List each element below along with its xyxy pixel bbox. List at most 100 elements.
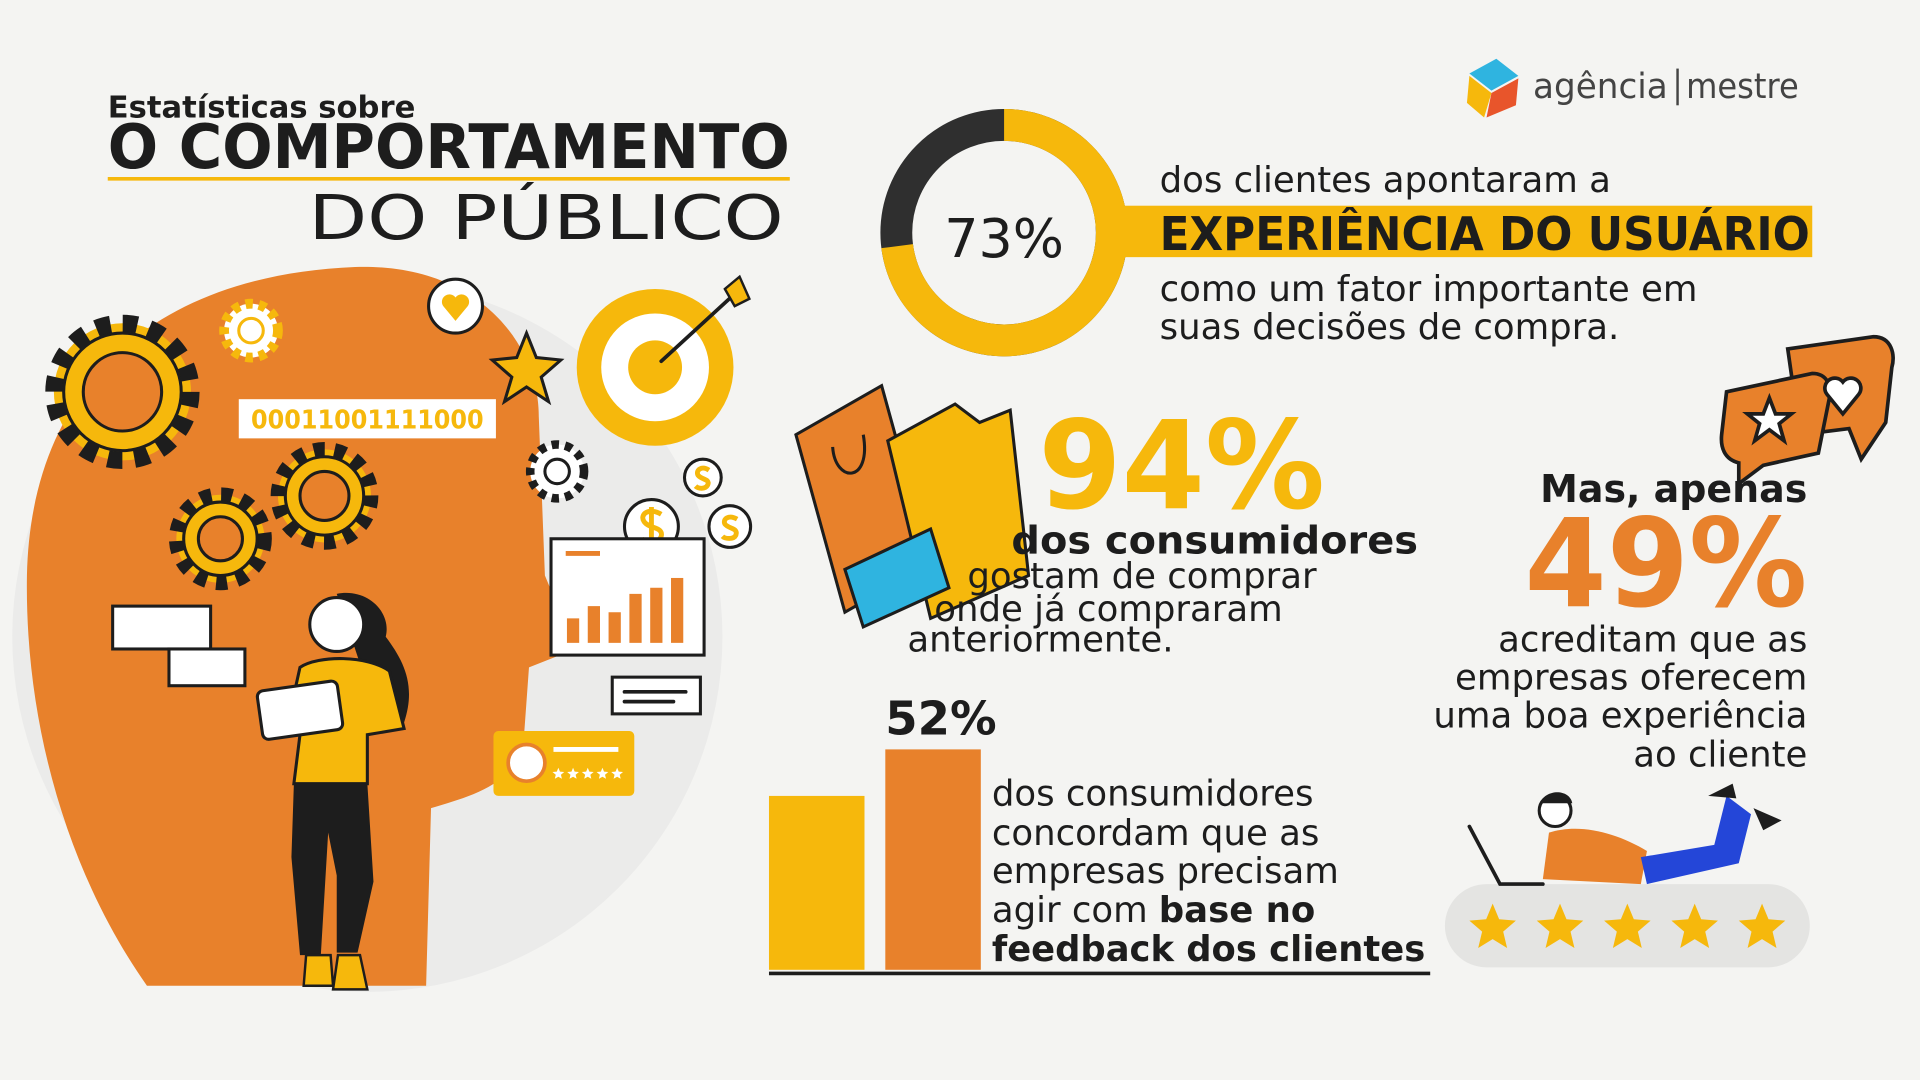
stat-repeat-value: 94%: [1038, 394, 1325, 537]
stat-feedback-line: empresas precisam: [992, 851, 1339, 892]
binary-box: [238, 399, 496, 439]
face: [308, 596, 366, 653]
bubble-heart: [1823, 376, 1863, 417]
bubble-star: [1742, 392, 1797, 446]
legs: [291, 783, 374, 956]
stat-ux-highlight: EXPERIÊNCIA DO USUÁRIO: [1160, 207, 1810, 261]
shopping-illustration: [794, 383, 1031, 630]
stat-feedback-line: agir com base no: [992, 890, 1315, 931]
brand-first: agência: [1533, 67, 1668, 107]
stat-experience-value: 49%: [1524, 492, 1807, 635]
highlight-bar: [1124, 205, 1813, 258]
card-bar: [587, 606, 600, 643]
line-part-bold: base no: [1159, 890, 1316, 931]
star-icon: [488, 328, 565, 406]
gear-hub: [543, 457, 571, 486]
line-part: agir com: [992, 890, 1148, 931]
star: [596, 767, 609, 779]
stat-repeat-bold: dos consumidores: [1011, 518, 1418, 562]
gear-hub: [196, 515, 244, 563]
chat-bubbles: [1719, 334, 1895, 488]
logo-icon: [1469, 58, 1519, 91]
stat-ux-line: como um fator importante em: [1160, 269, 1698, 310]
head-illustration: 00011001111000: [12, 266, 753, 992]
star: [1536, 903, 1584, 948]
stat-experience-intro: Mas, apenas: [1540, 467, 1807, 511]
stat-experience-line: uma boa experiência: [1433, 695, 1807, 736]
star: [552, 767, 565, 779]
avatar: [506, 742, 547, 784]
gears: [45, 298, 589, 591]
message-card: [111, 604, 213, 651]
star: [567, 767, 579, 779]
stat-ux: 73% dos clientes apontaram a EXPERIÊNCIA…: [880, 108, 1813, 357]
card-bar: [608, 612, 621, 643]
note-card: [610, 675, 702, 716]
title: O COMPORTAMENTO: [108, 112, 790, 183]
stat-repeat-line: onde já compraram: [934, 589, 1282, 630]
stat-ux-lead: dos clientes apontaram a: [1160, 160, 1611, 201]
star: [611, 767, 624, 779]
card-bars: [566, 577, 684, 643]
logo: agência mestre: [1466, 58, 1799, 118]
arrow-fletch: [723, 274, 751, 308]
header: Estatísticas sobre O COMPORTAMENTO DO PÚ…: [107, 91, 790, 254]
shoes: [302, 953, 369, 991]
stat-feedback-bold: feedback dos clientes: [992, 929, 1425, 970]
binary-text: 00011001111000: [251, 406, 484, 436]
heart: [441, 294, 470, 321]
logo-icon: [1466, 75, 1492, 118]
stat-feedback: 52% dos consumidores concordam que as em…: [768, 692, 1431, 976]
review-illustration: [1444, 783, 1810, 968]
star: [1469, 903, 1516, 948]
bag-handle: [831, 434, 867, 475]
coin-symbol: [693, 465, 711, 491]
rating-stars: [552, 767, 624, 779]
gear-hub: [298, 469, 351, 522]
tablet: [255, 679, 345, 741]
stat-repeat-line: anteriormente.: [907, 619, 1173, 660]
stat-experience-line: acreditam que as: [1498, 619, 1807, 660]
hair: [1540, 792, 1573, 804]
gear-hub: [81, 351, 164, 433]
coin-symbol: [720, 514, 739, 541]
card-bar: [671, 577, 684, 643]
message-card: [167, 647, 247, 688]
stat-repeat: 94% dos consumidores gostam de comprar o…: [907, 394, 1418, 660]
stat-ux-value: 73%: [944, 207, 1064, 270]
stat-repeat-line: gostam de comprar: [967, 556, 1317, 597]
stat-feedback-line: concordam que as: [992, 813, 1320, 854]
credit-card: [843, 526, 951, 630]
deco-bar: [768, 795, 865, 970]
card-bar: [566, 618, 580, 643]
gear-hub: [237, 316, 265, 345]
star: [1671, 903, 1718, 948]
stat-experience-line: ao cliente: [1633, 735, 1807, 776]
stat-experience-line: empresas oferecem: [1455, 657, 1807, 698]
star: [1738, 903, 1786, 948]
shirt: [1542, 828, 1647, 885]
arrow: [659, 292, 737, 364]
pants: [1640, 795, 1752, 885]
card-bar: [629, 593, 642, 643]
shoes: [1708, 783, 1782, 831]
donut-arc: [881, 108, 1128, 357]
stat-feedback-line: dos consumidores: [992, 774, 1314, 815]
logo-icon: [1486, 78, 1519, 118]
woman: [255, 592, 410, 991]
pill-stars: [1469, 903, 1786, 948]
brand-second: mestre: [1686, 67, 1799, 107]
card-bar: [650, 587, 663, 643]
star: [1604, 903, 1651, 948]
stat-feedback-value: 52%: [885, 692, 996, 746]
stat-ux-line: suas decisões de compra.: [1160, 307, 1620, 348]
subtitle: DO PÚBLICO: [309, 183, 784, 254]
star: [581, 767, 594, 779]
deco-bar: [885, 749, 981, 970]
stat-experience: Mas, apenas 49% acreditam que as empresa…: [1433, 467, 1807, 775]
kicker: Estatísticas sobre: [108, 91, 416, 126]
laptop: [1467, 824, 1545, 886]
